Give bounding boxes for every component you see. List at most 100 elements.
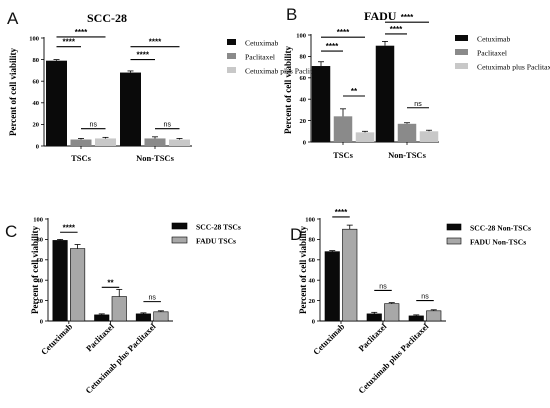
significance-label: ns [421,294,429,301]
bar [94,314,110,322]
bar [311,66,331,142]
legend-label: SCC-28 TSCs [196,223,241,232]
bar [144,138,166,146]
bar [342,228,358,322]
significance-label: **** [137,51,150,60]
legend-swatch [171,222,188,230]
chart-panel-b: B FADU Percent of cell viability 0 20 40 60 80 1… [283,5,550,160]
y-tick-label: 20 [309,298,316,305]
bar [46,60,67,146]
y-tick-label: 100 [296,32,306,39]
y-tick-label: 60 [37,257,44,264]
y-tick-label: 60 [33,79,40,86]
x-tick-label: Cetuximab plus Paclitaxel [356,321,431,396]
bar [120,72,141,146]
legend-swatch [455,49,468,55]
significance-label: **** [337,28,350,37]
legend-swatch [171,236,188,244]
significance-label: ns [414,101,422,108]
legend-label: FADU TSCs [196,237,236,246]
significance-label: **** [75,28,88,37]
legend-swatch [227,53,236,59]
significance-label: ns [379,283,387,290]
chart-title: FADU [364,9,397,23]
bar [355,132,375,142]
legend-swatch [227,67,236,73]
y-tick-label: 20 [33,122,40,129]
bar [70,248,86,322]
y-tick-label: 80 [309,237,316,244]
significance-label: **** [335,208,348,217]
x-tick-label: Paclitaxel [84,321,117,354]
chart-panel-a: A SCC-28 Percent of cell viability 0 20 40 60 8… [7,9,325,163]
y-axis-label: Percent of cell viability [283,45,293,134]
panel-letter: B [286,5,297,24]
bar [426,310,442,322]
y-tick-label: 20 [37,298,44,305]
significance-label: ns [148,295,156,302]
bar [324,251,340,322]
significance-label: **** [149,38,162,47]
legend-swatch [446,237,462,245]
bar [397,123,417,142]
y-tick-label: 0 [36,143,39,150]
significance-label: **** [390,25,403,34]
legend-swatch [455,35,468,41]
chart-title: SCC-28 [87,11,127,25]
panel-letter: A [7,9,19,28]
bar [111,296,127,322]
x-tick-label: TSCs [71,153,92,163]
legend-label: FADU Non-TSCs [470,238,526,247]
bar [419,131,439,142]
significance-label: **** [63,38,76,47]
y-tick-label: 40 [37,278,44,285]
y-tick-label: 60 [309,257,316,264]
significance-label: ** [107,278,114,287]
y-tick-label: 40 [300,97,307,104]
y-tick-label: 0 [40,318,43,325]
y-tick-label: 100 [29,35,39,42]
significance-label: **** [326,42,339,51]
y-axis-label: Percent of cell viability [8,47,18,136]
y-tick-label: 100 [33,216,43,223]
bar [135,313,151,322]
significance-label: **** [401,13,414,22]
y-tick-label: 80 [33,57,40,64]
bar [169,139,190,146]
legend-label: Paclitaxel [245,53,275,62]
y-tick-label: 0 [312,318,315,325]
x-tick-label: Cetuximab plus Paclitaxel [83,321,158,396]
y-axis-label: Percent of cell viability [298,225,308,314]
x-tick-label: Cetuximab [39,321,75,357]
significance-label: ns [90,122,98,129]
bar [70,139,92,146]
bar [366,313,382,322]
bar [52,240,68,322]
x-tick-label: Non-TSCs [136,153,174,163]
x-tick-label: Paclitaxel [356,321,389,354]
legend-label: SCC-28 Non-TSCs [470,224,531,233]
legend-label: Cetuximab [477,35,511,44]
bar [333,116,353,142]
y-tick-label: 40 [309,278,316,285]
x-tick-label: Non-TSCs [388,150,426,160]
x-tick-label: TSCs [333,150,354,160]
legend-swatch [446,223,462,231]
legend-swatch [227,39,236,45]
panel-letter: D [290,225,302,244]
y-tick-label: 80 [300,54,307,61]
x-tick-label: Cetuximab [311,321,347,357]
y-tick-label: 20 [300,118,307,125]
legend-label: Cetuximab plus Paclitaxel [245,67,325,76]
bar [95,138,116,146]
legend-label: Cetuximab plus Paclitaxel [477,63,550,72]
y-tick-label: 0 [303,139,306,146]
y-tick-label: 80 [37,237,44,244]
y-tick-label: 100 [305,216,315,223]
legend-label: Paclitaxel [477,49,507,58]
y-axis-label: Percent of cell viability [30,225,40,314]
panel-letter: C [5,222,17,241]
